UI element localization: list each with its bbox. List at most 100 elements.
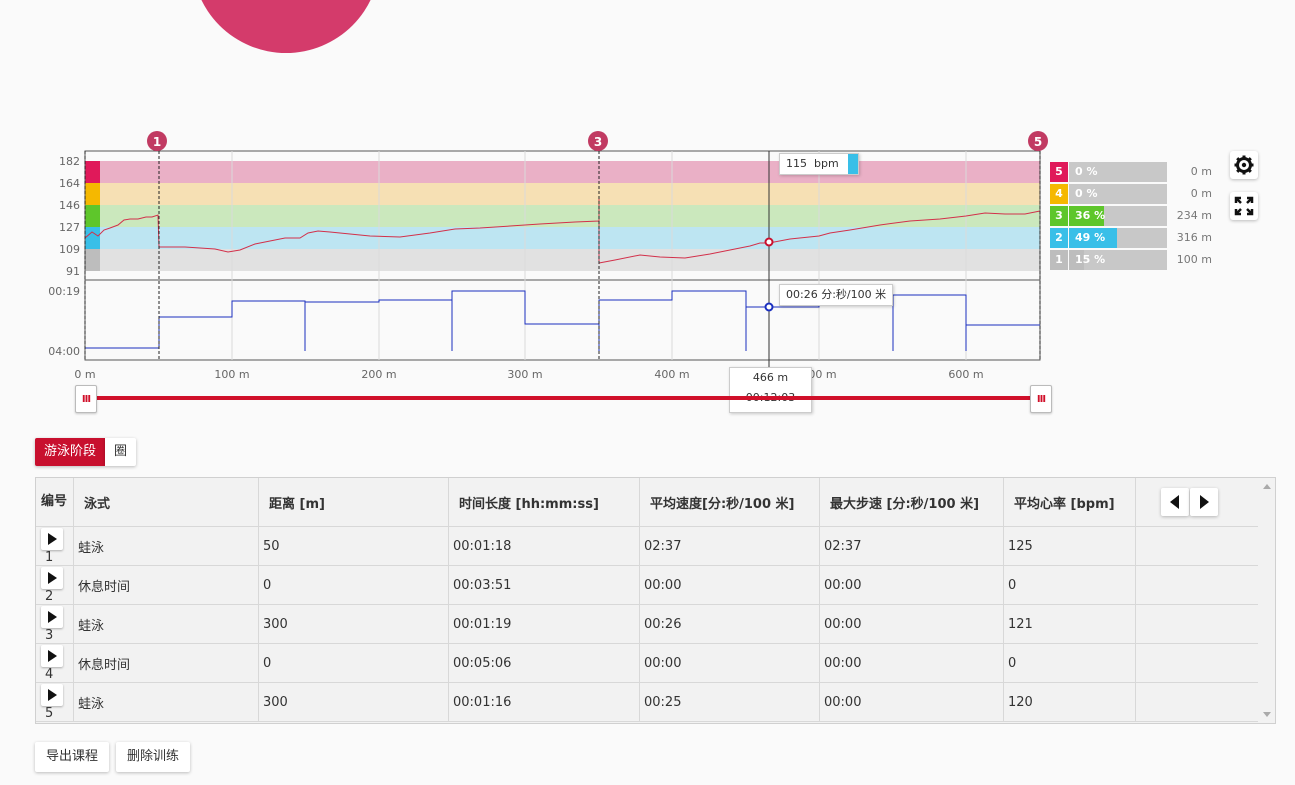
zone-bar-fill — [1069, 250, 1084, 270]
col-header-max-pace[interactable]: 最大步速 [分:秒/100 米] — [819, 478, 1004, 527]
lap-marker-number: 3 — [594, 135, 602, 149]
table-row[interactable]: 5 蛙泳 300 00:01:16 00:25 00:00 120 — [36, 682, 1258, 722]
zone-marker-5 — [85, 161, 100, 183]
row-number: 2 — [45, 588, 54, 604]
tab-laps[interactable]: 圈 — [105, 438, 137, 466]
zone-distance: 0 m — [1190, 165, 1212, 178]
slider-grip-icon: III — [81, 393, 91, 405]
hr-cursor-point — [764, 237, 774, 247]
table-row[interactable]: 3 蛙泳 300 00:01:19 00:26 00:00 121 — [36, 604, 1258, 644]
cell-duration: 00:05:06 — [448, 643, 640, 683]
slider-grip-icon: III — [1036, 393, 1046, 405]
column-nav-buttons — [1161, 488, 1248, 516]
cell-empty — [1135, 682, 1258, 722]
columns-next-button[interactable] — [1190, 488, 1218, 516]
pace-plot-frame — [84, 279, 1041, 361]
cell-max-pace: 02:37 — [819, 526, 1004, 566]
cell-avg-pace: 00:25 — [639, 682, 820, 722]
col-header-stroke[interactable]: 泳式 — [73, 478, 259, 527]
row-number: 3 — [45, 627, 54, 643]
col-header-nav — [1135, 478, 1258, 527]
hr-axis-label: 182 — [59, 155, 80, 168]
expand-row-button[interactable] — [41, 644, 63, 667]
x-axis-label: 200 m — [361, 368, 396, 381]
expand-row-button[interactable] — [41, 566, 63, 589]
range-slider-handle-start[interactable]: III — [75, 385, 97, 413]
cell-duration: 00:01:18 — [448, 526, 640, 566]
hr-axis-label: 164 — [59, 177, 80, 190]
cell-empty — [1135, 643, 1258, 683]
expand-row-button[interactable] — [41, 527, 63, 550]
hr-axis-label: 109 — [59, 243, 80, 256]
pace-axis-label: 04:00 — [48, 345, 80, 358]
table-row[interactable]: 4 休息时间 0 00:05:06 00:00 00:00 0 — [36, 643, 1258, 683]
expand-row-button[interactable] — [41, 605, 63, 628]
cell-avg-pace: 00:26 — [639, 604, 820, 644]
col-header-duration[interactable]: 时间长度 [hh:mm:ss] — [448, 478, 640, 527]
gear-icon — [1234, 155, 1254, 175]
zone-band-1 — [85, 249, 1040, 271]
row-number: 5 — [45, 705, 54, 721]
zone-row: 4 0 % 0 m — [1050, 183, 1250, 205]
lap-marker-badge[interactable]: 3 — [588, 131, 608, 151]
cell-avg-hr: 0 — [1003, 565, 1136, 605]
col-header-avg-pace[interactable]: 平均速度[分:秒/100 米] — [639, 478, 820, 527]
zone-bar-fill — [1069, 228, 1117, 248]
cell-max-pace: 00:00 — [819, 643, 1004, 683]
export-course-button[interactable]: 导出课程 — [35, 742, 110, 772]
zone-band-3 — [85, 205, 1040, 227]
range-slider-track[interactable] — [85, 396, 1040, 400]
cell-max-pace: 00:00 — [819, 604, 1004, 644]
pace-line — [85, 290, 1040, 351]
row-number: 4 — [45, 666, 54, 682]
x-axis-label: 100 m — [214, 368, 249, 381]
arrow-left-icon — [1170, 495, 1179, 509]
table-header-row: 编号 泳式 距离 [m] 时间长度 [hh:mm:ss] 平均速度[分:秒/10… — [36, 478, 1258, 527]
range-slider-handle-end[interactable]: III — [1030, 385, 1052, 413]
zone-percent: 15 % — [1075, 253, 1106, 266]
hr-zone-bands — [85, 161, 1040, 271]
col-header-index[interactable]: 编号 — [36, 478, 74, 527]
lap-marker-badge[interactable]: 1 — [147, 131, 167, 151]
zone-bar-fill — [1069, 206, 1104, 226]
x-axis-label: 600 m — [948, 368, 983, 381]
table-row[interactable]: 2 休息时间 0 00:03:51 00:00 00:00 0 — [36, 565, 1258, 605]
table-row[interactable]: 1 蛙泳 50 00:01:18 02:37 02:37 125 — [36, 526, 1258, 566]
lap-marker-number: 1 — [153, 135, 161, 149]
zone-percent: 0 % — [1075, 165, 1098, 178]
col-header-distance[interactable]: 距离 [m] — [258, 478, 449, 527]
zone-marker-1 — [85, 249, 100, 271]
lap-marker-number: 5 — [1034, 135, 1042, 149]
cell-empty — [1135, 604, 1258, 644]
fullscreen-button[interactable] — [1230, 192, 1258, 220]
cell-distance: 0 — [258, 643, 449, 683]
scroll-up-icon[interactable] — [1263, 484, 1271, 489]
hr-tooltip-zone-swatch — [848, 154, 859, 174]
cell-stroke: 蛙泳 — [73, 526, 259, 566]
grid-lines — [231, 151, 967, 360]
zone-number: 3 — [1050, 206, 1068, 226]
pace-cursor-point — [764, 302, 774, 312]
scroll-down-icon[interactable] — [1263, 712, 1271, 717]
columns-prev-button[interactable] — [1161, 488, 1189, 516]
cell-max-pace: 00:00 — [819, 565, 1004, 605]
cell-stroke: 蛙泳 — [73, 604, 259, 644]
lap-marker-badge[interactable]: 5 — [1028, 131, 1048, 151]
stages-table-container: 编号 泳式 距离 [m] 时间长度 [hh:mm:ss] 平均速度[分:秒/10… — [35, 477, 1276, 724]
table-scrollbar[interactable] — [1259, 478, 1275, 723]
hr-axis-label: 146 — [59, 199, 80, 212]
pace-tooltip: 00:26 分:秒/100 米 — [779, 284, 894, 306]
expand-row-button[interactable] — [41, 683, 63, 706]
delete-workout-button[interactable]: 删除训练 — [116, 742, 191, 772]
settings-button[interactable] — [1230, 151, 1258, 179]
cell-stroke: 休息时间 — [73, 565, 259, 605]
tab-swim-stages[interactable]: 游泳阶段 — [35, 438, 106, 466]
zone-band-4 — [85, 183, 1040, 205]
play-icon — [48, 688, 57, 701]
hr-tooltip: 115 bpm — [779, 153, 860, 175]
play-icon — [48, 610, 57, 623]
col-header-avg-hr[interactable]: 平均心率 [bpm] — [1003, 478, 1136, 527]
arrow-right-icon — [1200, 495, 1209, 509]
zone-marker-3 — [85, 205, 100, 227]
cell-avg-hr: 125 — [1003, 526, 1136, 566]
